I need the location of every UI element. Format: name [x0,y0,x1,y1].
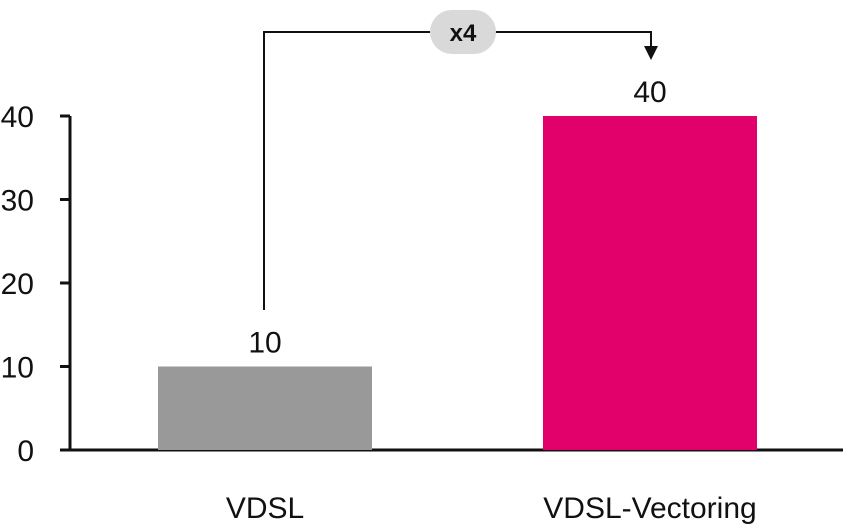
ratio-annotation: x4 [263,10,658,310]
category-label-1: VDSL [226,492,304,525]
category-label-2: VDSL-Vectoring [543,492,756,525]
y-tick-label: 30 [1,185,34,218]
annotation-badge-label: x4 [450,20,477,47]
bar-2 [543,116,757,450]
data-label-2: 40 [633,76,666,109]
y-tick-label: 10 [1,352,34,385]
category-labels: VDSL VDSL-Vectoring [226,492,757,525]
y-tick-label: 0 [17,435,34,468]
y-tick-label: 20 [1,268,34,301]
bars [158,116,757,450]
annotation-arrowhead [644,46,658,60]
data-label-1: 10 [248,327,281,360]
y-tick-label: 40 [1,101,34,134]
annotation-badge [430,10,496,54]
bar-1 [158,366,372,450]
y-ticks: 0 10 20 30 40 [1,101,70,468]
data-labels: 10 40 [248,76,666,360]
